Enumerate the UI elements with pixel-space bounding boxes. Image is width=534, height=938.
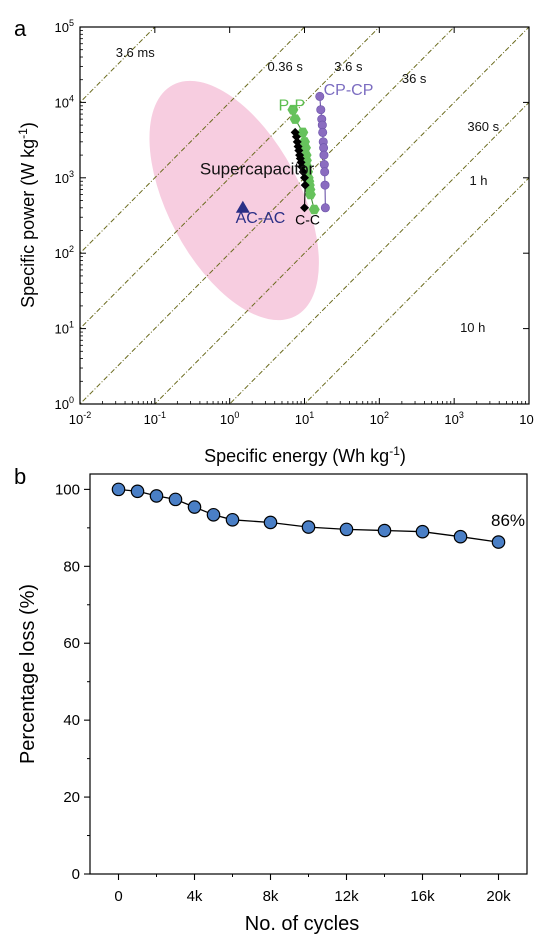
point-p-p	[287, 104, 299, 115]
panel-b-ticks: 0 4k 8k 12k 16k 20k 0 20 40 60 80 100	[55, 481, 511, 905]
point-p-p	[304, 189, 316, 200]
cycling-point	[339, 522, 354, 537]
cycling-points	[111, 482, 506, 549]
supercapacitor-label: Supercapacitor	[200, 160, 315, 179]
panel-b-label: b	[14, 464, 26, 489]
cycling-point	[187, 500, 202, 514]
series-label-p-p: P-P	[279, 98, 306, 115]
point-c-c	[298, 167, 308, 177]
point-p-p	[297, 127, 309, 138]
y-tick-label: 60	[63, 635, 80, 652]
cycling-point	[225, 512, 240, 527]
time-line-label: 10 h	[460, 320, 485, 335]
x-tick-label: 20k	[486, 888, 511, 905]
time-line-label: 1 h	[469, 173, 487, 188]
panel-b-y-axis-label: Percentage loss (%)	[17, 584, 39, 764]
point-ac-ac	[235, 200, 250, 213]
panel-b-x-axis-label: No. of cycles	[245, 913, 359, 935]
cycling-point	[168, 492, 183, 507]
x-tick-label: 0	[114, 888, 122, 905]
cycling-point	[130, 484, 145, 499]
series-label-cp-cp: CP-CP	[324, 82, 374, 99]
panel-a-y-axis-label: Specific power (W kg-1)	[16, 122, 38, 308]
time-line-label: 3.6 s	[334, 59, 363, 74]
y-tick-label: 80	[63, 558, 80, 575]
point-cp-cp	[320, 180, 330, 190]
point-cp-cp	[316, 105, 326, 115]
x-tick-label: 102	[370, 410, 389, 427]
x-tick-label: 103	[444, 410, 463, 427]
time-line-label: 360 s	[467, 119, 499, 134]
cycling-point	[415, 524, 430, 539]
point-cp-cp	[320, 167, 330, 177]
y-tick-label: 100	[55, 481, 80, 498]
y-tick-label: 105	[55, 18, 74, 35]
y-tick-label: 104	[55, 93, 74, 110]
x-tick-label: 16k	[410, 888, 435, 905]
y-tick-label: 101	[55, 320, 74, 337]
point-c-c	[300, 203, 309, 213]
point-cp-cp	[315, 91, 325, 101]
x-tick-label: 12k	[334, 888, 359, 905]
cycling-point	[491, 535, 506, 549]
cycling-point	[301, 520, 316, 534]
point-cp-cp	[318, 127, 328, 137]
series-labels: P-P CP-CP C-C AC-AC	[236, 82, 374, 227]
cycling-point	[111, 482, 126, 497]
cycling-point	[206, 507, 221, 522]
panel-a-label: a	[14, 16, 27, 41]
retention-annotation: 86%	[491, 511, 525, 530]
y-tick-label: 20	[63, 789, 80, 806]
point-cp-cp	[320, 203, 330, 213]
x-tick-label: 4k	[187, 888, 203, 905]
time-line-label: 0.36 s	[267, 59, 303, 74]
x-tick-label: 10-2	[69, 410, 91, 427]
cycling-point	[149, 489, 164, 503]
x-tick-label: 10-1	[144, 410, 166, 427]
cycling-point	[453, 529, 468, 544]
panel-a-x-axis-label: Specific energy (Wh kg-1)	[204, 444, 406, 466]
x-tick-label: 100	[220, 410, 239, 427]
time-line-5	[228, 101, 529, 404]
time-line-0	[80, 27, 156, 104]
point-c-c	[300, 180, 310, 190]
y-tick-label: 40	[63, 712, 80, 729]
panel-a-ticks: 10-2 10-1 100 101 102 103 104 100 101 102 103 104 10…	[55, 18, 534, 427]
panel-b-cycling-chart: b 0 4k 8k 12k 16k 20k 0 20 40 60 80 100 86% No. of …	[14, 464, 528, 935]
y-tick-label: 102	[55, 244, 74, 261]
panel-a-energy-power-chart: a 3.6 ms 0.36 s 3.6 s 36 s 360 s 1 h 10 h P-P C…	[14, 16, 534, 466]
series-label-c-c: C-C	[295, 212, 320, 228]
ragone-series	[235, 91, 330, 215]
cycling-point	[377, 523, 392, 538]
time-line-4	[154, 27, 529, 404]
point-p-p	[289, 114, 301, 124]
y-tick-label: 100	[55, 395, 74, 412]
time-constant-labels: 3.6 ms 0.36 s 3.6 s 36 s 360 s 1 h 10 h	[116, 45, 500, 335]
series-label-ac-ac: AC-AC	[236, 210, 286, 227]
x-tick-label: 104	[519, 410, 534, 427]
point-p-p	[308, 204, 320, 215]
time-line-label: 36 s	[402, 71, 427, 86]
time-line-2	[80, 27, 381, 330]
cycling-point	[263, 515, 278, 530]
time-line-1	[80, 27, 306, 254]
point-c-c	[300, 173, 309, 183]
y-tick-label: 103	[55, 169, 74, 186]
point-cp-cp	[319, 150, 329, 160]
x-tick-label: 8k	[263, 888, 279, 905]
y-tick-label: 0	[72, 866, 80, 883]
time-line-label: 3.6 ms	[116, 45, 156, 60]
time-constant-lines	[80, 27, 529, 404]
x-tick-label: 101	[295, 410, 314, 427]
